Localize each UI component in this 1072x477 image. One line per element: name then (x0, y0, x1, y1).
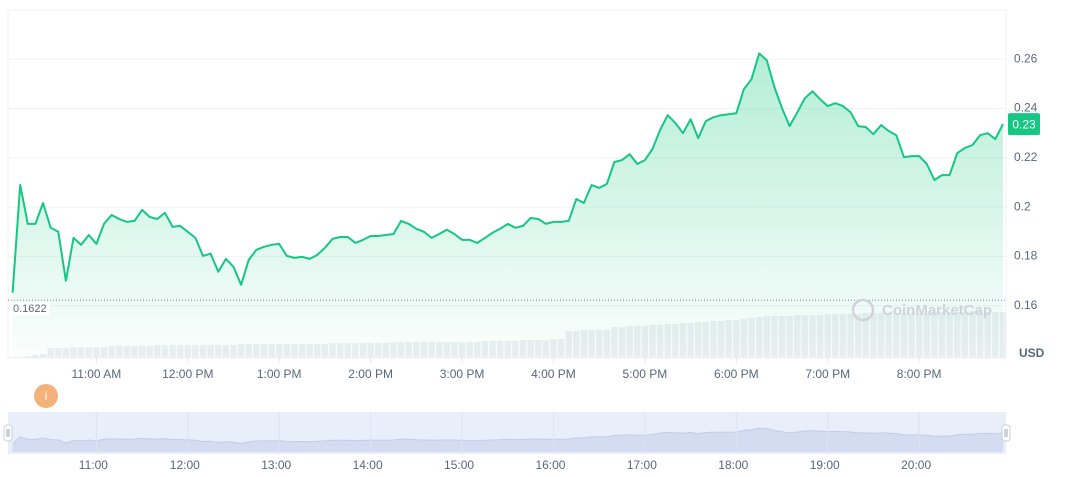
navigator-tick-label: 19:00 (810, 458, 840, 472)
navigator-tick-label: 16:00 (535, 458, 565, 472)
y-tick-label: 0.16 (1014, 298, 1038, 312)
volume-bar (9, 357, 16, 358)
navigator-tick-label: 20:00 (901, 458, 931, 472)
watermark-logo (851, 298, 875, 322)
price-line (11, 52, 1004, 293)
x-tick-label: 7:00 PM (805, 367, 850, 381)
x-tick-label: 1:00 PM (257, 367, 302, 381)
x-tick-label: 11:00 AM (71, 367, 121, 381)
navigator-handle[interactable] (1001, 424, 1011, 442)
watermark-text: CoinMarketCap (882, 302, 992, 319)
x-tick-label: 3:00 PM (440, 367, 485, 381)
x-tick-label: 2:00 PM (348, 367, 393, 381)
x-tick-label: 8:00 PM (897, 367, 942, 381)
navigator-tick-label: 15:00 (444, 458, 474, 472)
y-tick-label: 0.26 (1014, 51, 1038, 65)
x-tick-label: 6:00 PM (714, 367, 759, 381)
navigator-tick-label: 11:00 (79, 458, 108, 472)
navigator-tick-label: 13:00 (261, 458, 291, 472)
y-tick-label: 0.22 (1014, 150, 1038, 164)
x-tick-label: 4:00 PM (531, 367, 576, 381)
navigator-tick-label: 14:00 (353, 458, 383, 472)
navigator-tick-label: 18:00 (718, 458, 748, 472)
y-tick-label: 0.2 (1014, 199, 1031, 213)
x-tick-label: 5:00 PM (623, 367, 668, 381)
navigator-tick-label: 12:00 (170, 458, 200, 472)
price-tag-bg (1008, 113, 1040, 136)
navigator-area (12, 428, 1004, 452)
y-tick-label: 0.24 (1014, 101, 1038, 115)
info-badge-bg[interactable] (34, 384, 58, 408)
navigator-tick-label: 17:00 (627, 458, 657, 472)
navigator-line (12, 427, 1004, 445)
reference-label: 0.1622 (13, 303, 47, 315)
watermark: CoinMarketCap (851, 298, 992, 322)
price-tag: 0.23 (1012, 117, 1036, 131)
x-tick-label: 12:00 PM (162, 367, 213, 381)
navigator-handle[interactable] (3, 424, 13, 442)
y-tick-label: 0.18 (1014, 249, 1038, 263)
info-badge[interactable]: i (45, 389, 48, 403)
y-unit: USD (1019, 346, 1045, 360)
reference-label-bg (10, 302, 50, 316)
price-area (12, 53, 1004, 359)
